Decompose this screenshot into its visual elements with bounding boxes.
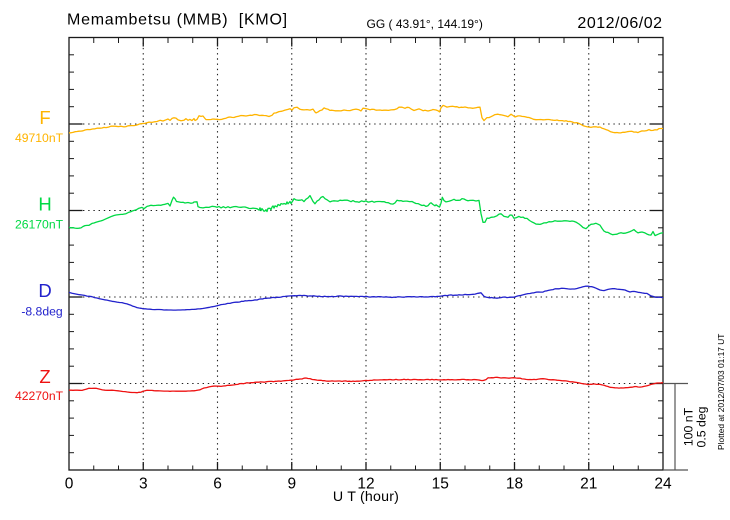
svg-text:15: 15 xyxy=(432,476,449,493)
svg-text:H: H xyxy=(38,194,51,215)
svg-text:21: 21 xyxy=(580,476,597,493)
svg-text:2012/06/02: 2012/06/02 xyxy=(577,15,662,32)
svg-text:0: 0 xyxy=(65,476,74,493)
svg-text:9: 9 xyxy=(287,476,296,493)
svg-text:12: 12 xyxy=(357,476,374,493)
svg-text:Z: Z xyxy=(39,366,50,387)
svg-text:6: 6 xyxy=(213,476,222,493)
svg-text:3: 3 xyxy=(139,476,148,493)
svg-text:F: F xyxy=(39,107,50,128)
svg-text:D: D xyxy=(38,280,51,301)
svg-text:-8.8deg: -8.8deg xyxy=(21,305,62,319)
svg-text:Memambetsu (MMB) [KMO]: Memambetsu (MMB) [KMO] xyxy=(67,12,288,29)
svg-text:GG ( 43.91°, 144.19°): GG ( 43.91°, 144.19°) xyxy=(367,17,483,31)
svg-text:0.5 deg: 0.5 deg xyxy=(695,406,709,447)
svg-text:U T (hour): U T (hour) xyxy=(333,489,399,505)
svg-text:49710nT: 49710nT xyxy=(15,131,64,145)
svg-text:24: 24 xyxy=(654,476,672,493)
svg-text:42270nT: 42270nT xyxy=(15,389,64,403)
svg-text:26170nT: 26170nT xyxy=(15,218,64,232)
svg-text:100 nT: 100 nT xyxy=(682,407,696,446)
svg-text:18: 18 xyxy=(506,476,523,493)
svg-text:Plotted at 2012/07/03 01:17 UT: Plotted at 2012/07/03 01:17 UT xyxy=(716,334,726,450)
